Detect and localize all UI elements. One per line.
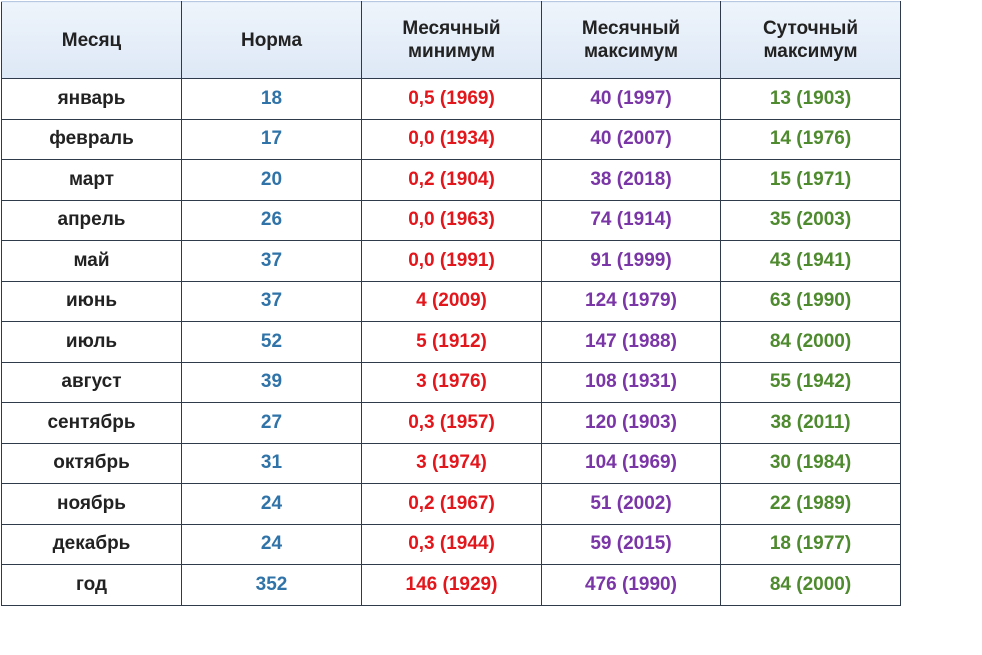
norm-cell: 52 xyxy=(181,321,362,363)
monthly-max-cell: 74 (1914) xyxy=(541,199,721,241)
monthly-max-cell: 124 (1979) xyxy=(541,280,721,322)
month-cell: декабрь xyxy=(1,523,182,565)
monthly-min-cell: 0,0 (1934) xyxy=(361,118,542,160)
monthly-max-cell: 120 (1903) xyxy=(541,402,721,444)
norm-cell: 39 xyxy=(181,361,362,403)
header-daily-max-line2: максимум xyxy=(763,41,858,62)
month-cell: май xyxy=(1,240,182,282)
table-row: январь 18 0,5 (1969) 40 (1997) 13 (1903) xyxy=(1,78,901,120)
table-row: август 39 3 (1976) 108 (1931) 55 (1942) xyxy=(1,361,901,403)
daily-max-cell: 22 (1989) xyxy=(720,483,901,525)
monthly-min-cell: 0,2 (1904) xyxy=(361,159,542,201)
daily-max-cell: 14 (1976) xyxy=(720,118,901,160)
table-row: сентябрь 27 0,3 (1957) 120 (1903) 38 (2011) xyxy=(1,402,901,444)
table-row: март 20 0,2 (1904) 38 (2018) 15 (1971) xyxy=(1,159,901,201)
table-row: октябрь 31 3 (1974) 104 (1969) 30 (1984) xyxy=(1,442,901,484)
norm-cell: 31 xyxy=(181,442,362,484)
monthly-max-cell: 40 (1997) xyxy=(541,78,721,120)
monthly-min-cell: 0,0 (1991) xyxy=(361,240,542,282)
norm-cell: 37 xyxy=(181,280,362,322)
month-cell: июнь xyxy=(1,280,182,322)
daily-max-cell: 55 (1942) xyxy=(720,361,901,403)
header-monthly-min: Месячный минимум xyxy=(361,1,542,79)
daily-max-cell: 38 (2011) xyxy=(720,402,901,444)
header-monthly-min-line2: минимум xyxy=(407,41,496,62)
monthly-min-cell: 146 (1929) xyxy=(361,564,542,606)
month-cell: апрель xyxy=(1,199,182,241)
monthly-min-cell: 0,5 (1969) xyxy=(361,78,542,120)
monthly-min-cell: 3 (1976) xyxy=(361,361,542,403)
table-row: июль 52 5 (1912) 147 (1988) 84 (2000) xyxy=(1,321,901,363)
table-row: май 37 0,0 (1991) 91 (1999) 43 (1941) xyxy=(1,240,901,282)
norm-cell: 352 xyxy=(181,564,362,606)
month-cell: сентябрь xyxy=(1,402,182,444)
table-row: декабрь 24 0,3 (1944) 59 (2015) 18 (1977) xyxy=(1,523,901,565)
norm-cell: 18 xyxy=(181,78,362,120)
header-monthly-max-line1: Месячный xyxy=(581,18,681,39)
table-row: ноябрь 24 0,2 (1967) 51 (2002) 22 (1989) xyxy=(1,483,901,525)
norm-cell: 26 xyxy=(181,199,362,241)
norm-cell: 37 xyxy=(181,240,362,282)
monthly-min-cell: 0,3 (1957) xyxy=(361,402,542,444)
month-cell: год xyxy=(1,564,182,606)
norm-cell: 24 xyxy=(181,483,362,525)
month-cell: февраль xyxy=(1,118,182,160)
monthly-max-cell: 104 (1969) xyxy=(541,442,721,484)
daily-max-cell: 18 (1977) xyxy=(720,523,901,565)
daily-max-cell: 15 (1971) xyxy=(720,159,901,201)
table-row: год 352 146 (1929) 476 (1990) 84 (2000) xyxy=(1,564,901,606)
monthly-min-cell: 4 (2009) xyxy=(361,280,542,322)
daily-max-cell: 63 (1990) xyxy=(720,280,901,322)
month-cell: январь xyxy=(1,78,182,120)
table-row: июнь 37 4 (2009) 124 (1979) 63 (1990) xyxy=(1,280,901,322)
month-cell: август xyxy=(1,361,182,403)
daily-max-cell: 13 (1903) xyxy=(720,78,901,120)
daily-max-cell: 35 (2003) xyxy=(720,199,901,241)
header-monthly-min-line1: Месячный xyxy=(402,18,501,39)
header-norm-label: Норма xyxy=(240,29,303,51)
month-cell: июль xyxy=(1,321,182,363)
daily-max-cell: 30 (1984) xyxy=(720,442,901,484)
monthly-max-cell: 91 (1999) xyxy=(541,240,721,282)
table-body: январь 18 0,5 (1969) 40 (1997) 13 (1903) февр… xyxy=(1,78,901,606)
monthly-min-cell: 0,3 (1944) xyxy=(361,523,542,565)
table-header-row: Месяц Норма Месячный минимум Месячный ма… xyxy=(1,1,901,79)
precipitation-table: Месяц Норма Месячный минимум Месячный ма… xyxy=(1,1,901,606)
daily-max-cell: 84 (2000) xyxy=(720,564,901,606)
monthly-max-cell: 108 (1931) xyxy=(541,361,721,403)
table-row: февраль 17 0,0 (1934) 40 (2007) 14 (1976) xyxy=(1,118,901,160)
monthly-min-cell: 0,0 (1963) xyxy=(361,199,542,241)
table-row: апрель 26 0,0 (1963) 74 (1914) 35 (2003) xyxy=(1,199,901,241)
norm-cell: 27 xyxy=(181,402,362,444)
norm-cell: 17 xyxy=(181,118,362,160)
header-monthly-max: Месячный максимум xyxy=(541,1,721,79)
header-month: Месяц xyxy=(1,1,182,79)
monthly-min-cell: 5 (1912) xyxy=(361,321,542,363)
header-daily-max-line1: Суточный xyxy=(762,18,859,39)
header-month-label: Месяц xyxy=(61,29,122,51)
monthly-max-cell: 40 (2007) xyxy=(541,118,721,160)
monthly-max-cell: 147 (1988) xyxy=(541,321,721,363)
daily-max-cell: 43 (1941) xyxy=(720,240,901,282)
monthly-max-cell: 476 (1990) xyxy=(541,564,721,606)
month-cell: март xyxy=(1,159,182,201)
monthly-max-cell: 59 (2015) xyxy=(541,523,721,565)
norm-cell: 20 xyxy=(181,159,362,201)
header-monthly-max-line2: максимум xyxy=(583,41,679,62)
header-daily-max: Суточный максимум xyxy=(720,1,901,79)
monthly-max-cell: 51 (2002) xyxy=(541,483,721,525)
norm-cell: 24 xyxy=(181,523,362,565)
daily-max-cell: 84 (2000) xyxy=(720,321,901,363)
month-cell: ноябрь xyxy=(1,483,182,525)
month-cell: октябрь xyxy=(1,442,182,484)
monthly-min-cell: 0,2 (1967) xyxy=(361,483,542,525)
monthly-min-cell: 3 (1974) xyxy=(361,442,542,484)
header-norm: Норма xyxy=(181,1,362,79)
monthly-max-cell: 38 (2018) xyxy=(541,159,721,201)
